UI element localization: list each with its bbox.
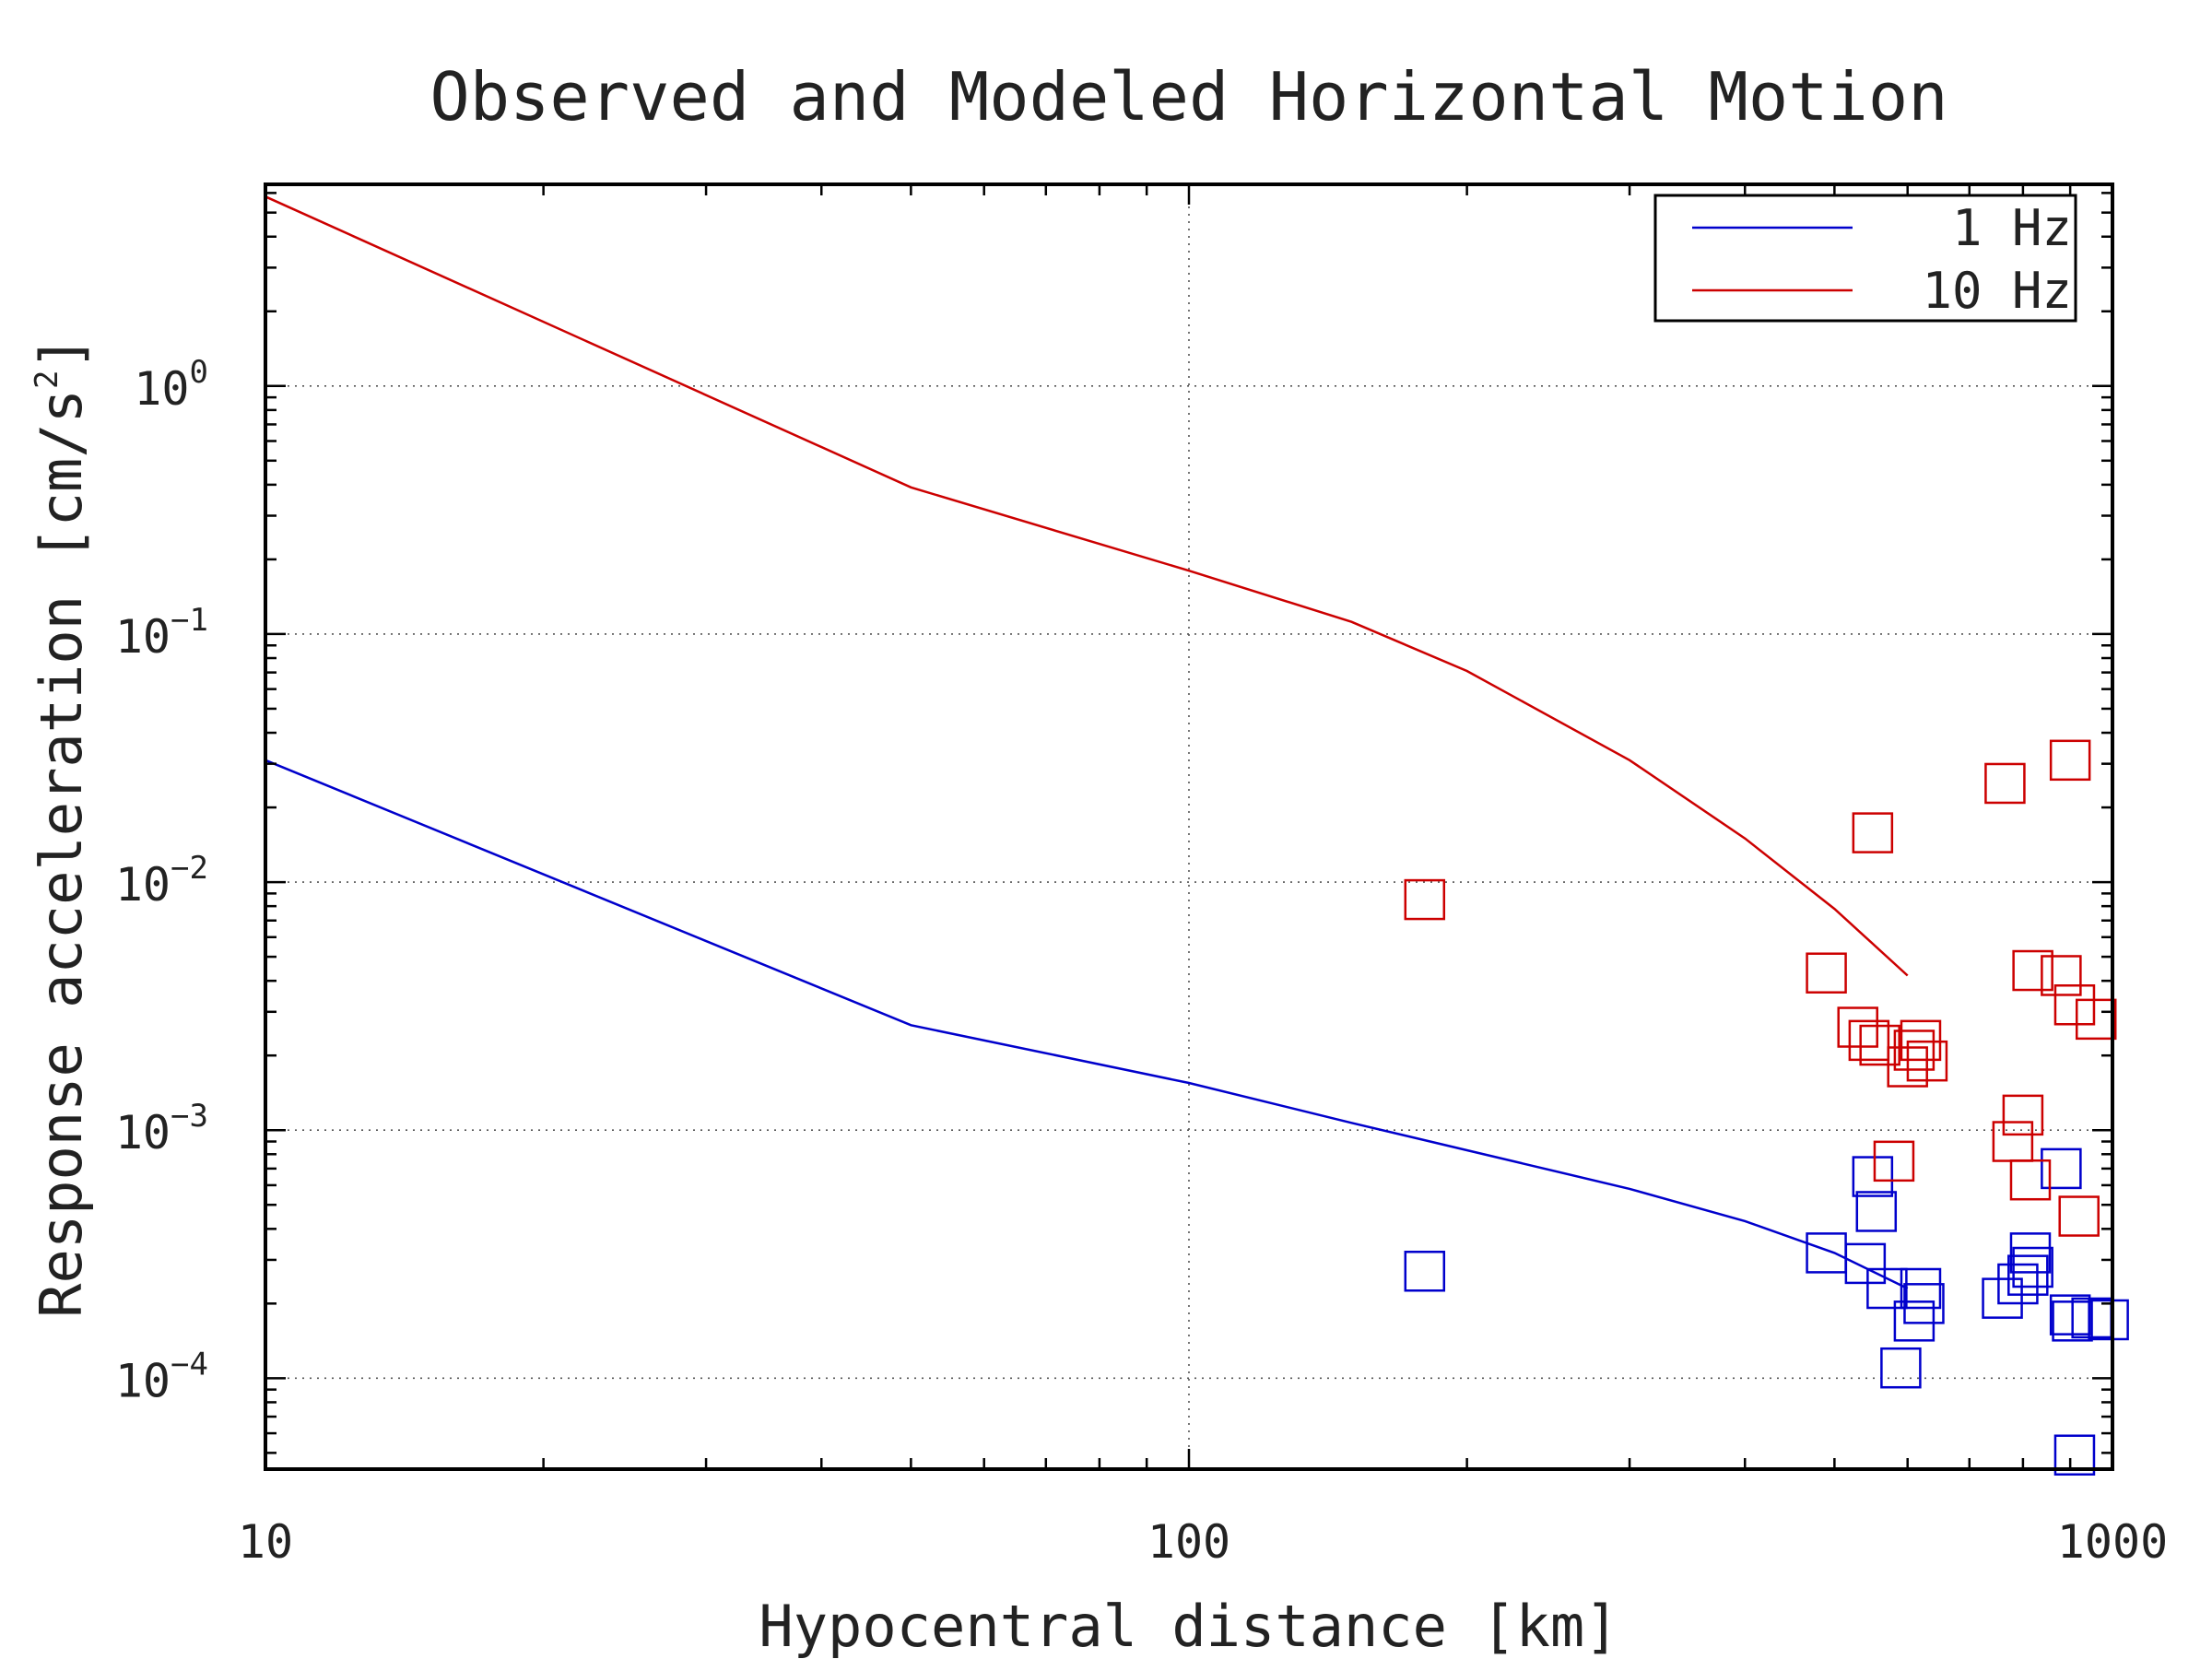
observed-point-10hz: [1837, 1006, 1878, 1048]
observed-point-1hz: [1893, 1300, 1936, 1342]
model-line-1hz: [265, 759, 1909, 1290]
observed-point-1hz: [1404, 1251, 1446, 1292]
y-tick-label: 10−3: [115, 1098, 208, 1159]
observed-point-1hz: [2009, 1232, 2052, 1274]
y-tick-base: 10: [115, 1354, 171, 1407]
observed-point-10hz: [1404, 878, 1446, 921]
observed-point-10hz: [1848, 1019, 1890, 1062]
y-tick-exp: −3: [171, 1098, 208, 1135]
chart-title: Observed and Modeled Horizontal Motion: [429, 58, 1947, 135]
observed-point-1hz: [2041, 1147, 2082, 1190]
observed-point-10hz: [2002, 1094, 2044, 1136]
y-axis-label: Response acceleration [cm/s2]: [28, 335, 95, 1318]
observed-point-10hz: [1906, 1040, 1948, 1082]
observed-point-1hz: [1982, 1277, 2023, 1319]
observed-point-10hz: [2012, 949, 2053, 992]
model-line-10hz: [265, 195, 1909, 977]
y-axis-label-text: Response acceleration [cm/s: [28, 389, 95, 1318]
observed-point-10hz: [2041, 955, 2082, 996]
observed-point-1hz: [1880, 1347, 1922, 1389]
observed-point-1hz: [1866, 1267, 1908, 1310]
y-tick-exp: −1: [171, 602, 208, 639]
observed-point-10hz: [1893, 1030, 1936, 1071]
x-tick-label: 100: [1147, 1515, 1230, 1569]
x-tick-label: 10: [238, 1515, 293, 1569]
y-tick-exp: −2: [171, 850, 208, 887]
observed-point-1hz: [1852, 1156, 1894, 1197]
observed-point-10hz: [1806, 952, 1847, 994]
x-tick-labels: 10 100 1000: [238, 1515, 2168, 1569]
y-tick-label: 10−2: [115, 850, 208, 912]
observed-point-10hz: [2058, 1195, 2100, 1237]
observed-point-10hz: [2049, 739, 2091, 782]
plot-frame: [264, 182, 2114, 1471]
observed-point-1hz: [2088, 1299, 2129, 1341]
legend: 1 Hz 10 Hz: [1653, 194, 2077, 323]
observed-point-1hz: [1997, 1263, 2039, 1305]
y-axis-label-sup: 2: [29, 371, 65, 389]
x-tick-label: 1000: [2057, 1515, 2168, 1569]
observed-point-10hz: [1873, 1140, 1915, 1182]
observed-point-1hz: [2053, 1434, 2096, 1476]
observed-point-10hz: [1900, 1019, 1942, 1062]
observed-point-1hz: [1806, 1232, 1847, 1274]
observed-point-10hz: [2053, 984, 2096, 1026]
y-tick-exp: 0: [190, 354, 208, 391]
legend-label-1hz: 1 Hz: [1952, 199, 2072, 257]
observed-point-1hz: [2012, 1246, 2053, 1288]
observed-point-10hz: [2075, 998, 2117, 1041]
y-tick-label: 100: [134, 354, 208, 416]
observed-point-1hz: [1900, 1267, 1942, 1310]
y-tick-exp: −4: [171, 1346, 208, 1382]
observed-point-10hz: [1992, 1121, 2034, 1162]
observed-point-10hz: [1859, 1024, 1900, 1066]
observed-point-1hz: [1844, 1242, 1887, 1285]
observed-point-1hz: [2007, 1254, 2049, 1296]
grid: [265, 184, 2112, 1469]
observed-point-1hz: [1903, 1283, 1945, 1324]
legend-label-10hz: 10 Hz: [1922, 262, 2072, 320]
y-tick-base: 10: [115, 1106, 171, 1159]
plot-area: [265, 195, 2129, 1476]
y-tick-base: 10: [115, 858, 171, 912]
y-axis-label-close: ]: [28, 335, 95, 370]
y-tick-base: 10: [134, 362, 189, 416]
observed-point-10hz: [1984, 762, 2026, 805]
x-axis-label: Hypocentral distance [km]: [759, 1593, 1618, 1659]
observed-point-1hz: [1855, 1191, 1898, 1232]
y-tick-base: 10: [115, 610, 171, 664]
observed-point-10hz: [1852, 812, 1894, 853]
observed-point-10hz: [2009, 1159, 2052, 1201]
legend-box: [1653, 194, 2077, 323]
y-tick-label: 10−1: [115, 602, 208, 664]
y-tick-label: 10−4: [115, 1346, 208, 1407]
